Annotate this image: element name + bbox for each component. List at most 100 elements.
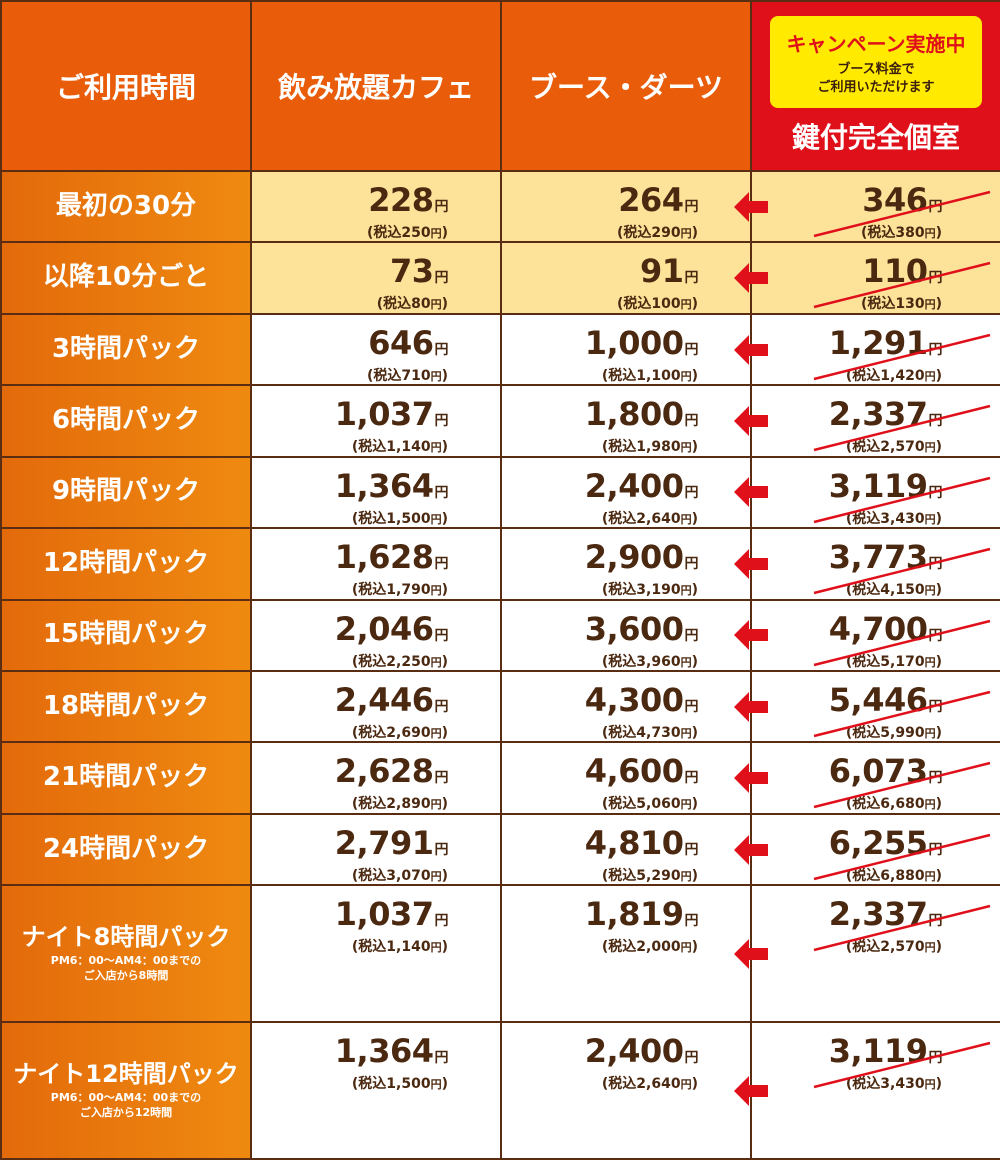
price-lock: 110円 (税込130円) <box>860 255 943 313</box>
price-tax-included: (税込5,990円) <box>829 725 942 742</box>
tax-value: 1,790 <box>386 582 431 599</box>
price-value: 6,073 <box>828 752 928 791</box>
price-lock: 2,337円 (税込2,570円) <box>829 398 943 456</box>
table-row: 21時間パック 2,628円 (税込2,890円) 4,600円 (税込5,060円) 6… <box>0 741 1000 815</box>
tax-prefix: (税込 <box>601 796 637 813</box>
tax-suffix: ) <box>935 510 942 527</box>
price-booth: 264円 (税込290円) <box>617 184 699 242</box>
tax-suffix: ) <box>691 439 698 456</box>
campaign-text: ブース料金で ご利用いただけます <box>770 61 982 97</box>
tax-yen-unit: 円 <box>680 584 692 598</box>
table-row: 3時間パック 646円 (税込710円) 1,000円 (税込1,100円) 1,291円… <box>0 312 1000 387</box>
tax-value: 1,420 <box>880 367 925 384</box>
tax-value: 1,100 <box>636 367 681 384</box>
price-value: 4,810 <box>584 823 684 862</box>
price-main: 4,300円 <box>585 684 699 723</box>
price-tax-included: (税込3,430円) <box>829 511 942 528</box>
tax-prefix: (税込 <box>351 653 387 670</box>
table-row: 9時間パック 1,364円 (税込1,500円) 2,400円 (税込2,640円) 3,… <box>0 455 1000 530</box>
red-arrow-left-icon <box>734 477 768 508</box>
price-value: 2,791 <box>334 823 434 862</box>
tax-prefix: (税込 <box>845 796 881 813</box>
price-cafe: 2,791円 (税込3,070円) <box>334 823 449 885</box>
price-main: 2,400円 <box>585 1035 699 1074</box>
price-tax-included: (税込100円) <box>617 296 698 313</box>
yen-unit: 円 <box>684 1050 699 1067</box>
red-arrow-left-icon <box>734 691 768 722</box>
price-tax-included: (税込1,500円) <box>335 511 448 528</box>
tax-suffix: ) <box>691 653 698 670</box>
tax-yen-unit: 円 <box>680 298 692 312</box>
price-lock: 346円 (税込380円) <box>861 184 943 242</box>
price-value: 2,046 <box>334 609 434 648</box>
price-lock: 2,337円 (税込2,570円) <box>829 898 943 956</box>
tax-value: 5,060 <box>636 796 681 813</box>
tax-prefix: (税込 <box>366 225 402 241</box>
row-label-text: 最初の30分 <box>55 190 197 221</box>
tax-suffix: ) <box>441 939 448 956</box>
row-label: 24時間パック <box>0 812 252 887</box>
price-lock: 1,291円 (税込1,420円) <box>829 327 943 385</box>
row-label: 12時間パック <box>0 527 252 601</box>
table-row: 以降10分ごと 73円 (税込80円) 91円 (税込100円) 110円 (税込130円) <box>0 241 1000 315</box>
price-lock: 6,073円 (税込6,680円) <box>828 752 943 813</box>
price-tax-included: (税込3,070円) <box>335 868 448 885</box>
tax-yen-unit: 円 <box>430 869 442 883</box>
price-cafe: 1,364円 (税込1,500円) <box>335 1035 449 1093</box>
price-tax-included: (税込5,060円) <box>585 796 698 813</box>
tax-yen-unit: 円 <box>680 512 692 526</box>
price-main: 6,073円 <box>828 752 943 794</box>
price-value: 1,819 <box>584 895 684 934</box>
price-cafe: 2,046円 (税込2,250円) <box>334 609 449 671</box>
row-label-text: 24時間パック <box>42 833 210 864</box>
tax-yen-unit: 円 <box>680 655 692 669</box>
price-main: 1,364円 <box>335 1035 449 1074</box>
tax-suffix: ) <box>691 510 698 527</box>
yen-unit: 円 <box>434 341 449 358</box>
price-main: 2,046円 <box>334 609 449 652</box>
tax-yen-unit: 円 <box>430 227 442 240</box>
price-cell-booth: 4,810 円 (税込5,290円) <box>500 812 752 887</box>
tax-yen-unit: 円 <box>430 441 442 455</box>
yen-unit: 円 <box>684 698 699 715</box>
tax-prefix: (税込 <box>845 939 881 956</box>
price-cell-lock: 110円 (税込130円) <box>734 241 1000 315</box>
row-note: PM6：00〜AM4：00までの <box>50 1090 202 1104</box>
tax-prefix: (税込 <box>860 296 896 313</box>
tax-yen-unit: 円 <box>430 941 442 955</box>
tax-suffix: ) <box>441 867 448 884</box>
yen-unit: 円 <box>928 413 943 430</box>
price-value: 2,628 <box>334 752 434 791</box>
tax-suffix: ) <box>441 582 448 599</box>
price-main: 1,037円 <box>335 898 449 937</box>
table-row: 24時間パック 2,791円 (税込3,070円) 4,810円 (税込5,290円) 6… <box>0 812 1000 887</box>
price-cell-cafe: 73円 (税込80円) <box>250 241 502 315</box>
price-tax-included: (税込1,140円) <box>335 439 448 456</box>
price-value: 1,628 <box>334 538 434 577</box>
yen-unit: 円 <box>434 841 449 858</box>
price-main: 2,337円 <box>829 898 943 937</box>
price-main: 3,600円 <box>585 613 699 652</box>
red-arrow-left-icon <box>734 334 768 365</box>
tax-suffix: ) <box>691 796 698 813</box>
tax-prefix: (税込 <box>351 724 387 741</box>
price-cell-cafe: 646円 (税込710円) <box>250 312 502 387</box>
yen-unit: 円 <box>434 556 449 573</box>
price-tax-included: (税込5,290円) <box>585 868 698 885</box>
row-label: 以降10分ごと <box>0 241 252 315</box>
tax-yen-unit: 円 <box>680 869 692 883</box>
yen-unit: 円 <box>684 913 699 930</box>
campaign-line-2: ご利用いただけます <box>817 80 935 95</box>
tax-value: 3,430 <box>880 1076 925 1093</box>
price-value: 73 <box>389 252 434 291</box>
yen-unit: 円 <box>928 484 943 501</box>
price-lock: 3,119円 (税込3,430円) <box>829 1035 943 1093</box>
tax-prefix: (税込 <box>601 582 637 599</box>
price-main: 1,628円 <box>334 538 449 580</box>
tax-yen-unit: 円 <box>924 941 936 955</box>
price-tax-included: (税込710円) <box>367 368 448 385</box>
price-tax-included: (税込2,640円) <box>585 511 698 528</box>
yen-unit: 円 <box>434 199 449 215</box>
price-tax-included: (税込2,890円) <box>335 796 448 813</box>
row-label-text: 15時間パック <box>42 619 210 650</box>
